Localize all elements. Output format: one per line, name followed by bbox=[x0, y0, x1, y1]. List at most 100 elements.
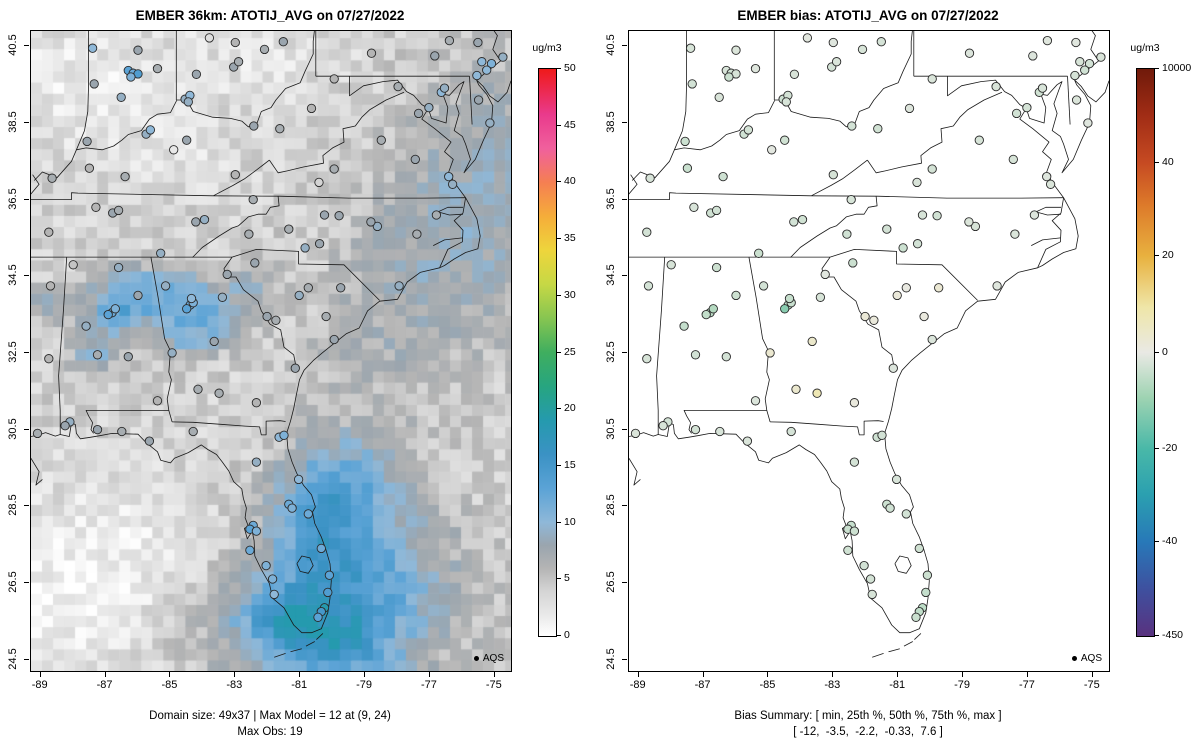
y-axis-tick bbox=[24, 581, 29, 583]
aqs-station-point bbox=[714, 92, 724, 102]
y-axis-tick bbox=[24, 121, 29, 123]
aqs-station-point bbox=[267, 574, 278, 584]
state-boundary bbox=[433, 237, 463, 246]
aqs-station-point bbox=[857, 44, 868, 55]
aqs-station-point bbox=[144, 436, 155, 446]
aqs-station-point bbox=[123, 352, 133, 362]
aqs-station-point bbox=[791, 384, 801, 394]
aqs-station-point bbox=[87, 43, 98, 53]
state-boundary bbox=[947, 76, 1027, 109]
x-axis-tick-label: -89 bbox=[31, 679, 48, 691]
y-axis-tick-label: 40.5 bbox=[605, 34, 617, 57]
aqs-station-point bbox=[974, 135, 984, 145]
aqs-station-point bbox=[329, 74, 339, 84]
state-boundary bbox=[290, 648, 302, 653]
y-axis-tick bbox=[622, 428, 627, 430]
aqs-station-point bbox=[117, 426, 127, 437]
aqs-station-point bbox=[217, 292, 228, 302]
x-axis-tick-label: -87 bbox=[96, 679, 113, 691]
colorbar-tick bbox=[557, 238, 561, 240]
y-axis-tick-label: 24.5 bbox=[7, 647, 19, 670]
aqs-station-point bbox=[689, 202, 699, 212]
aqs-station-point bbox=[191, 69, 202, 79]
state-boundary bbox=[629, 458, 641, 486]
colorbar-tick bbox=[557, 124, 561, 126]
aqs-station-point bbox=[316, 543, 326, 554]
state-boundary bbox=[349, 76, 429, 109]
aqs-station-point bbox=[120, 171, 130, 182]
state-boundary bbox=[33, 31, 315, 181]
aqs-station-point bbox=[473, 37, 483, 48]
aqs-station-point bbox=[750, 396, 761, 406]
state-boundary bbox=[31, 79, 511, 634]
y-axis-tick-label: 36.5 bbox=[605, 187, 617, 210]
aqs-station-point bbox=[849, 526, 860, 536]
aqs-station-point bbox=[682, 163, 693, 173]
state-boundary bbox=[469, 76, 473, 125]
aqs-station-point bbox=[877, 430, 887, 440]
aqs-station-point bbox=[126, 72, 136, 82]
aqs-station-point bbox=[1045, 179, 1056, 189]
state-boundary bbox=[296, 555, 314, 574]
aqs-station-point bbox=[724, 72, 734, 82]
aqs-station-point bbox=[847, 121, 857, 131]
colorbar-tick bbox=[557, 578, 561, 580]
x-axis-tick-label: -87 bbox=[694, 679, 711, 691]
aqs-station-point bbox=[666, 260, 676, 270]
state-boundary bbox=[231, 249, 380, 301]
aqs-station-point bbox=[262, 311, 272, 322]
aqs-station-point bbox=[786, 426, 796, 437]
aqs-station-point bbox=[294, 290, 304, 301]
aqs-station-point bbox=[334, 211, 344, 221]
y-axis-tick bbox=[24, 275, 29, 277]
state-boundary bbox=[223, 256, 297, 369]
bias-caption: Bias Summary: [ min, 25th %, 50th %, 75t… bbox=[734, 708, 1001, 740]
model-raster-layer bbox=[31, 31, 511, 671]
aqs-station-point bbox=[249, 121, 259, 131]
aqs-station-point bbox=[992, 281, 1002, 291]
aqs-station-point bbox=[284, 224, 294, 234]
model-colorbar bbox=[538, 68, 557, 637]
y-axis-tick-label: 34.5 bbox=[7, 264, 19, 286]
y-axis-tick bbox=[24, 45, 29, 47]
aqs-station-point bbox=[780, 304, 790, 314]
aqs-station-point bbox=[1011, 108, 1022, 119]
y-axis-tick-label: 28.5 bbox=[605, 494, 617, 516]
aqs-station-point bbox=[711, 205, 722, 216]
aqs-station-point bbox=[230, 170, 240, 180]
aqs-station-point bbox=[1037, 83, 1048, 93]
x-axis-tick bbox=[169, 672, 171, 677]
aqs-station-point bbox=[89, 79, 99, 89]
aqs-station-point bbox=[784, 293, 795, 304]
aqs-station-point bbox=[47, 173, 57, 183]
aqs-station-point bbox=[485, 118, 495, 128]
colorbar-tick bbox=[1155, 68, 1159, 69]
aqs-station-point bbox=[898, 243, 908, 253]
state-boundary bbox=[269, 91, 405, 174]
x-axis-tick-label: -75 bbox=[1083, 679, 1100, 691]
aqs-station-point bbox=[1029, 210, 1040, 220]
model-caption-line2: Max Obs: 19 bbox=[237, 726, 303, 739]
colorbar-tick-label: 45 bbox=[564, 118, 576, 131]
x-axis-tick bbox=[637, 672, 639, 677]
state-boundary bbox=[894, 555, 912, 574]
x-axis-tick bbox=[364, 672, 366, 677]
x-axis-tick-label: -77 bbox=[1018, 679, 1035, 691]
y-axis-tick-label: 26.5 bbox=[605, 571, 617, 593]
aqs-station-point bbox=[447, 179, 458, 189]
aqs-station-point bbox=[927, 164, 937, 174]
aqs-legend-label: AQS bbox=[482, 653, 504, 664]
y-axis-tick-label: 30.5 bbox=[605, 417, 617, 440]
colorbar-tick-label: 15 bbox=[564, 458, 576, 471]
aqs-station-point bbox=[1071, 95, 1082, 105]
aqs-station-point bbox=[152, 396, 163, 406]
aqs-station-point bbox=[932, 211, 942, 221]
right-panel-title: EMBER bias: ATOTIJ_AVG on 07/27/2022 bbox=[737, 8, 999, 23]
aqs-legend-label: AQS bbox=[1080, 653, 1102, 664]
y-axis-tick-label: 40.5 bbox=[7, 34, 19, 57]
state-boundary bbox=[172, 420, 286, 436]
aqs-station-point bbox=[867, 589, 877, 600]
state-boundary bbox=[811, 159, 868, 197]
aqs-station-point bbox=[290, 363, 300, 373]
aqs-station-point bbox=[133, 45, 143, 55]
